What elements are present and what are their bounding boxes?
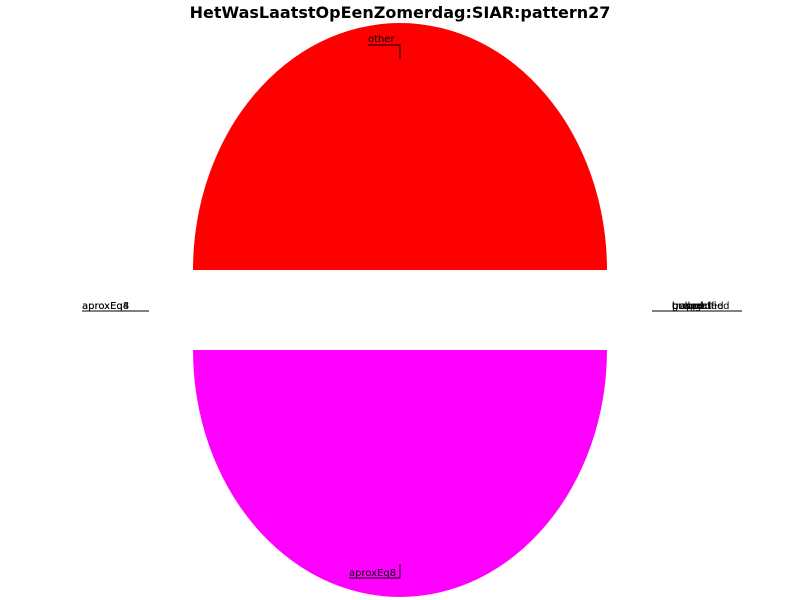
pie-slices bbox=[193, 23, 607, 597]
cluster-label-aproxeq8: aproxEq8 bbox=[82, 301, 129, 312]
leader-line-other bbox=[368, 44, 401, 59]
cluster-label-aproxeq4: aproxEq4 bbox=[82, 301, 129, 312]
chart-title: HetWasLaatstOpEenZomerdag:SIAR:pattern27 bbox=[190, 3, 611, 22]
cluster-label-unspecified: unspecified bbox=[672, 301, 729, 312]
cluster-label-brought: brought bbox=[672, 301, 711, 312]
cluster-label-trapped: trapped bbox=[672, 301, 711, 312]
cluster-label-generated: generated bbox=[672, 301, 724, 312]
pie-slice-aproxeq8 bbox=[193, 350, 607, 597]
cluster-label-pulled: pulled bbox=[672, 301, 703, 312]
slice-label-aproxeq8: aproxEq8 bbox=[349, 568, 396, 579]
slice-label-other: other bbox=[368, 34, 396, 45]
pie-slice-other bbox=[193, 23, 607, 270]
leader-line-aproxeq8 bbox=[349, 564, 401, 579]
